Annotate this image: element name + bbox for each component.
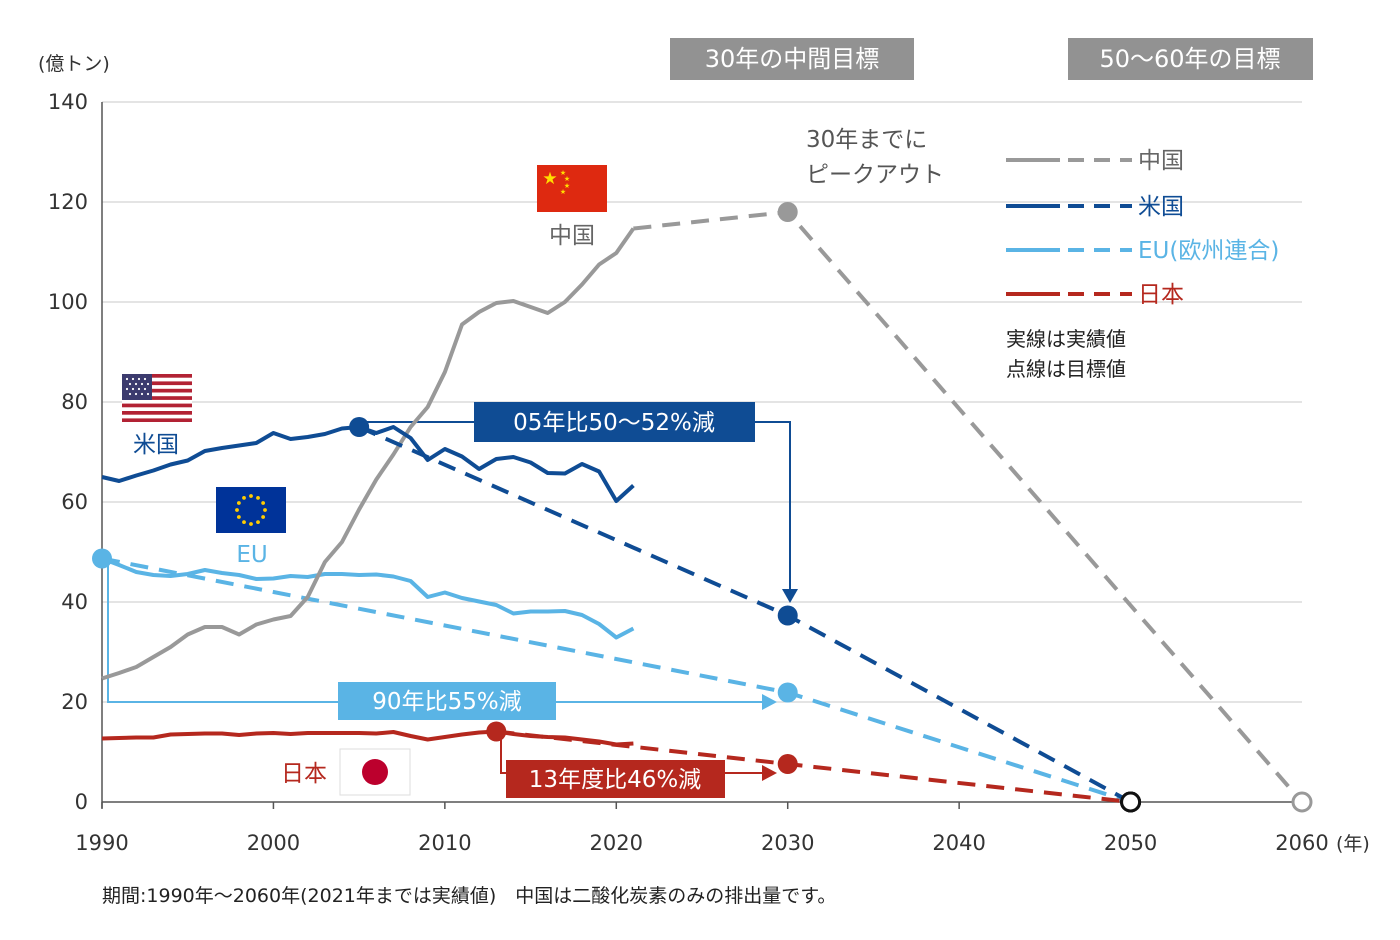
end-point [1120, 791, 1142, 813]
eu-target-callout: 90年比55%減 [338, 682, 556, 720]
eu-star [242, 520, 246, 525]
eu-star [235, 508, 239, 512]
x-axis-unit: (年) [1336, 833, 1370, 855]
eu-label: EU [236, 542, 267, 568]
period-header-2030-text: 30年の中間目標 [705, 45, 880, 73]
y-tick-label: 60 [61, 490, 88, 514]
end-point [1291, 791, 1313, 813]
data-point [486, 721, 507, 742]
legend-label-eu: EU(欧州連合) [1138, 238, 1279, 264]
x-tick-label: 2010 [418, 831, 471, 855]
x-tick-label: 2040 [932, 831, 985, 855]
data-point [777, 754, 798, 774]
legend-note-solid: 実線は実績値 [1006, 327, 1126, 351]
japan-target-text: 13年度比46%減 [529, 767, 701, 793]
footnote: 期間:1990年〜2060年(2021年までは実績値) 中国は二酸化炭素のみの排… [102, 885, 836, 907]
data-point [349, 417, 370, 437]
x-tick-label: 2060 [1275, 831, 1328, 855]
period-header-2030: 30年の中間目標 [670, 38, 914, 80]
legend-item-japan: 日本 [1006, 282, 1184, 308]
eu-star [256, 520, 260, 525]
series-0 [101, 202, 1313, 813]
svg-text:★: ★ [564, 175, 570, 183]
legend-label-japan: 日本 [1138, 282, 1184, 308]
y-tick-label: 80 [61, 390, 88, 414]
eu-star [236, 501, 241, 505]
us-label: 米国 [133, 432, 179, 458]
eu-star [249, 494, 253, 498]
legend-label-china: 中国 [1138, 148, 1184, 174]
legend-label-us: 米国 [1138, 194, 1184, 220]
y-tick-label: 120 [48, 190, 88, 214]
actual-line [101, 227, 636, 681]
svg-text:★: ★ [564, 182, 570, 190]
x-axis-ticks: 1990 2000 2010 2020 2030 2040 2050 2060 [75, 802, 1329, 855]
y-tick-label: 140 [48, 90, 88, 114]
target-line [358, 425, 1132, 804]
y-tick-label: 20 [61, 690, 88, 714]
svg-text:★: ★ [560, 188, 566, 196]
y-axis-ticks: 0 20 40 60 80 100 120 140 [48, 90, 88, 814]
y-tick-label: 100 [48, 290, 88, 314]
period-header-2050-2060-text: 50〜60年の目標 [1099, 45, 1280, 73]
series [92, 202, 1313, 813]
legend-item-china: 中国 [1006, 148, 1184, 174]
japan-label: 日本 [281, 761, 327, 787]
us-callout-connector [366, 421, 798, 603]
actual-line [101, 729, 634, 747]
eu-star [249, 522, 253, 526]
japan-flag-icon [339, 748, 411, 796]
x-tick-label: 2050 [1104, 831, 1157, 855]
grid [101, 101, 1302, 808]
eu-star [263, 508, 267, 512]
y-axis-unit: (億トン) [38, 53, 110, 75]
svg-text:★: ★ [542, 169, 557, 189]
x-tick-label: 2020 [590, 831, 643, 855]
japan-target-callout: 13年度比46%減 [506, 760, 725, 798]
china-flag-icon: ★ ★ ★ ★ ★ [537, 165, 607, 212]
eu-star [256, 495, 260, 500]
us-target-callout: 05年比50〜52%減 [474, 402, 755, 442]
eu-flag-icon [216, 487, 286, 533]
actual-line [101, 556, 635, 640]
data-point [777, 682, 798, 703]
us-target-text: 05年比50〜52%減 [513, 410, 715, 436]
x-tick-label: 1990 [75, 831, 128, 855]
x-tick-label: 2000 [247, 831, 300, 855]
data-point [777, 605, 798, 626]
period-header-2050-2060: 50〜60年の目標 [1068, 38, 1313, 80]
china-peak-annotation-line1: 30年までに [806, 127, 927, 153]
series-1 [101, 417, 1142, 813]
data-point [777, 202, 798, 222]
svg-text:★: ★ [560, 169, 566, 177]
eu-star [261, 515, 266, 519]
china-peak-annotation-line2: ピークアウト [806, 162, 944, 188]
china-label: 中国 [549, 223, 595, 249]
legend-item-us: 米国 [1006, 194, 1184, 220]
y-tick-label: 0 [75, 790, 88, 814]
y-tick-label: 40 [61, 590, 88, 614]
eu-target-text: 90年比55%減 [372, 689, 521, 715]
eu-star [261, 501, 266, 505]
us-flag-icon [122, 374, 192, 422]
legend-item-eu: EU(欧州連合) [1006, 238, 1279, 264]
eu-star [236, 515, 241, 519]
legend-note-dashed: 点線は目標値 [1006, 357, 1126, 381]
eu-star [242, 495, 246, 500]
x-tick-label: 2030 [761, 831, 814, 855]
data-point [92, 548, 112, 569]
legend: 中国 米国 EU(欧州連合) 日本 実線は実績値 点線は目標値 [1006, 148, 1279, 381]
